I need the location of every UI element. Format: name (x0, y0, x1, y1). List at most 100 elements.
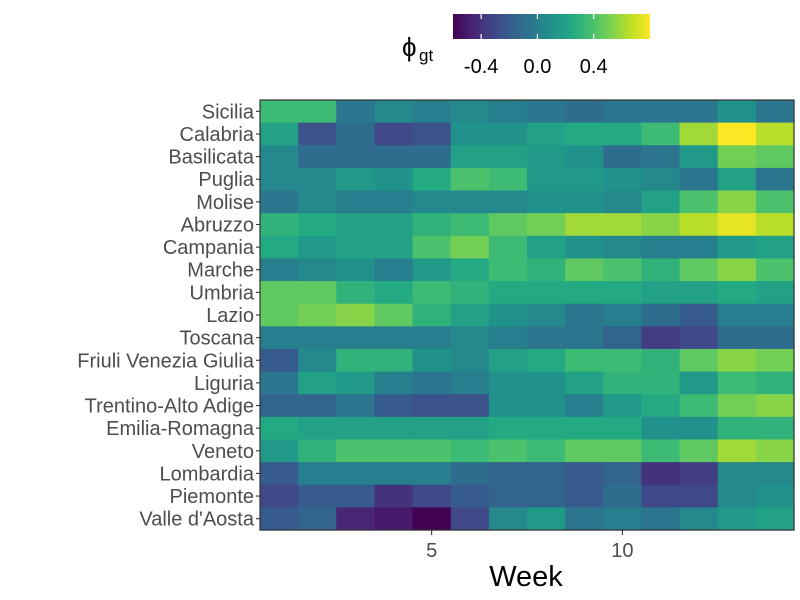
heatmap-cell (755, 122, 795, 146)
heatmap-cell (565, 326, 604, 350)
heatmap-cell (260, 326, 299, 350)
heatmap-cell (679, 371, 719, 395)
heatmap-cell (565, 167, 604, 192)
heatmap-cell (679, 484, 719, 508)
heatmap-cell (717, 167, 757, 192)
heatmap-cell (260, 303, 299, 327)
heatmap-cell (488, 439, 528, 463)
y-tick-label: Friuli Venezia Giulia (77, 350, 255, 372)
heatmap-cell (565, 439, 604, 463)
legend-colorbar (453, 14, 650, 39)
heatmap-cell (412, 281, 452, 305)
heatmap-cell (527, 303, 566, 327)
heatmap-cell (755, 258, 795, 282)
heatmap-cell (412, 213, 452, 237)
heatmap-cell (298, 303, 337, 327)
heatmap-cell (260, 190, 299, 214)
heatmap-cell (565, 213, 604, 237)
heatmap-cell (679, 281, 719, 305)
heatmap-cell (641, 190, 681, 214)
heatmap-cell (755, 190, 795, 214)
heatmap-cell (336, 439, 376, 463)
heatmap-cell (717, 122, 757, 146)
y-tick-label: Toscana (180, 328, 255, 350)
heatmap-cell (412, 507, 452, 531)
heatmap-cell (374, 326, 414, 350)
heatmap-cell (603, 100, 643, 124)
heatmap-cell (488, 190, 528, 214)
heatmap-cell (488, 394, 528, 418)
heatmap-cell (717, 213, 757, 237)
heatmap-cell (488, 213, 528, 237)
heatmap-cell (565, 484, 604, 508)
heatmap-cell (488, 303, 528, 327)
heatmap-cell (527, 371, 566, 395)
heatmap-cell (679, 122, 719, 146)
heatmap-cell (374, 416, 414, 441)
heatmap-cell (603, 439, 643, 463)
y-tick-label: Lazio (206, 305, 254, 327)
heatmap-cell (488, 326, 528, 350)
heatmap-cell (755, 100, 795, 124)
heatmap-cell (336, 145, 376, 169)
heatmap-cell (336, 484, 376, 508)
heatmap-cell (679, 416, 719, 441)
heatmap-cell (336, 303, 376, 327)
heatmap-cell (336, 167, 376, 192)
heatmap-cell (565, 281, 604, 305)
heatmap-cell (603, 258, 643, 282)
heatmap-cell (374, 258, 414, 282)
y-tick-label: Emilia-Romagna (106, 418, 255, 440)
heatmap-cell (717, 145, 757, 169)
heatmap-cell (603, 281, 643, 305)
heatmap-cell (412, 303, 452, 327)
heatmap-cell (603, 145, 643, 169)
heatmap-cell (298, 235, 337, 260)
y-tick-label: Puglia (198, 169, 254, 191)
heatmap-cell (755, 303, 795, 327)
heatmap-cell (679, 394, 719, 418)
heatmap-cell (679, 235, 719, 260)
heatmap-cells (260, 100, 795, 531)
heatmap-cell (260, 394, 299, 418)
heatmap-cell (298, 348, 337, 373)
heatmap-cell (260, 258, 299, 282)
heatmap-cell (488, 100, 528, 124)
heatmap-cell (679, 100, 719, 124)
heatmap-cell (641, 281, 681, 305)
heatmap-cell (755, 394, 795, 418)
heatmap-cell (565, 348, 604, 373)
heatmap-cell (603, 507, 643, 531)
heatmap-cell (260, 348, 299, 373)
heatmap-cell (603, 462, 643, 486)
heatmap-cell (336, 258, 376, 282)
heatmap-cell (527, 281, 566, 305)
heatmap-cell (679, 348, 719, 373)
heatmap-cell (298, 100, 337, 124)
heatmap-cell (412, 484, 452, 508)
legend-tick-label: 0.0 (524, 56, 552, 78)
heatmap-cell (603, 167, 643, 192)
heatmap-cell (641, 213, 681, 237)
heatmap-cell (679, 145, 719, 169)
heatmap-cell (717, 507, 757, 531)
heatmap-cell (527, 462, 566, 486)
y-tick-label: Abruzzo (181, 214, 254, 236)
heatmap-cell (260, 213, 299, 237)
heatmap-cell (412, 348, 452, 373)
heatmap-cell (527, 122, 566, 146)
heatmap-cell (412, 145, 452, 169)
y-tick-label: Umbria (190, 282, 255, 304)
heatmap-cell (412, 394, 452, 418)
heatmap-cell (641, 258, 681, 282)
heatmap-cell (641, 394, 681, 418)
y-tick-label: Marche (187, 260, 254, 282)
heatmap-cell (755, 167, 795, 192)
heatmap-cell (565, 416, 604, 441)
heatmap-cell (488, 507, 528, 531)
heatmap-cell (717, 371, 757, 395)
heatmap-cell (527, 258, 566, 282)
x-tick-label: 10 (611, 540, 633, 562)
heatmap-cell (755, 348, 795, 373)
heatmap-cell (374, 100, 414, 124)
